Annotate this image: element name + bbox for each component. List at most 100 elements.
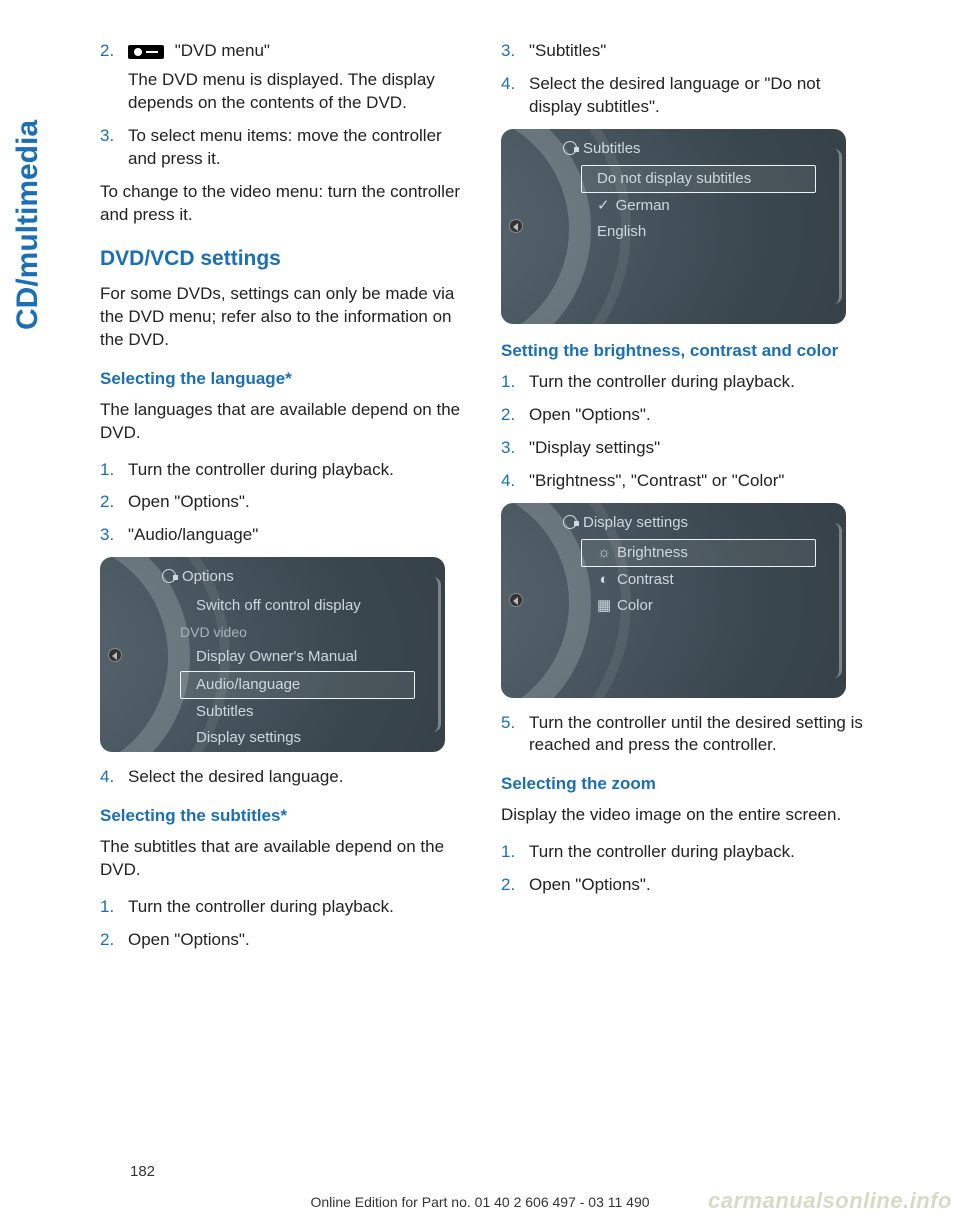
paragraph: The subtitles that are available depend … [100, 836, 465, 882]
disc-icon [162, 569, 176, 583]
list-text: Open "Options". [128, 491, 465, 514]
list-item: 4.Select the desired language or "Do not… [501, 73, 866, 119]
idrive-screenshot-subtitles: Subtitles Do not display subtitles ✓ Germ… [501, 129, 846, 324]
list-text: "Display settings" [529, 437, 866, 460]
heading-language: Selecting the language* [100, 368, 465, 391]
heading-subtitles: Selecting the subtitles* [100, 805, 465, 828]
page-columns: 2. "DVD menu" The DVD menu is displayed.… [100, 40, 870, 962]
idrive-menu-section: DVD video [180, 620, 415, 645]
list-item: 1.Turn the controller during playback. [100, 459, 465, 482]
paragraph: For some DVDs, settings can only be made… [100, 283, 465, 352]
idrive-menu-item: Switch off control display [180, 593, 415, 619]
list-item: 3."Audio/language" [100, 524, 465, 547]
heading-dvd-vcd: DVD/VCD settings [100, 245, 465, 273]
idrive-menu-item: English [581, 219, 816, 245]
list-text: "Audio/language" [128, 524, 465, 547]
list-item: 1.Turn the controller during playback. [100, 896, 465, 919]
dvd-icon [128, 45, 164, 59]
idrive-menu: Switch off control display DVD video Dis… [180, 593, 415, 752]
list-text: Turn the controller during playback. [128, 896, 465, 919]
list-item: 2.Open "Options". [501, 404, 866, 427]
list-text: To select menu items: move the controlle… [128, 125, 465, 171]
list-item: 3."Subtitles" [501, 40, 866, 63]
list-text: Turn the controller until the desired se… [529, 712, 866, 758]
paragraph: Display the video image on the entire sc… [501, 804, 866, 827]
list-text: "Subtitles" [529, 40, 866, 63]
list-number: 5. [501, 712, 529, 758]
idrive-title: Display settings [563, 513, 688, 533]
brightness-icon: ☼ [597, 543, 611, 563]
color-icon: ▦ [597, 596, 611, 616]
paragraph: The languages that are available depend … [100, 399, 465, 445]
list-label: "DVD menu" [175, 41, 270, 60]
ordered-list: 3."Subtitles" 4.Select the desired langu… [501, 40, 866, 119]
idrive-screenshot-display: Display settings ☼ Brightness ◐Contrast ▦… [501, 503, 846, 698]
list-text: Open "Options". [128, 929, 465, 952]
idrive-menu-item: Display settings [180, 725, 415, 751]
idrive-menu-item: Subtitles [180, 699, 415, 725]
list-item: 2. "DVD menu" The DVD menu is displayed.… [100, 40, 465, 115]
list-item: 3."Display settings" [501, 437, 866, 460]
check-icon: ✓ [597, 197, 610, 214]
list-item: 3. To select menu items: move the contro… [100, 125, 465, 171]
idrive-menu-item: ▦ Color [581, 593, 816, 619]
list-item: 4."Brightness", "Contrast" or "Color" [501, 470, 866, 493]
idrive-menu-item: Additional options [180, 751, 415, 752]
watermark: carmanualsonline.info [708, 1186, 952, 1216]
idrive-menu-item: Display Owner's Manual [180, 644, 415, 670]
list-number: 4. [501, 470, 529, 493]
ordered-list: 1.Turn the controller during playback. 2… [501, 371, 866, 493]
decor-right [431, 577, 441, 732]
idrive-title: Options [162, 567, 234, 587]
idrive-menu-label: Brightness [617, 544, 688, 561]
heading-brightness: Setting the brightness, contrast and col… [501, 340, 866, 363]
idrive-title-text: Subtitles [583, 140, 641, 157]
decor-right [832, 523, 842, 678]
disc-icon [563, 141, 577, 155]
list-text: Open "Options". [529, 874, 866, 897]
list-number: 1. [501, 371, 529, 394]
idrive-menu-item: ◐Contrast [581, 567, 816, 593]
list-item: 2.Open "Options". [501, 874, 866, 897]
list-item: 4.Select the desired language. [100, 766, 465, 789]
list-text: Turn the controller during playback. [529, 371, 866, 394]
idrive-title: Subtitles [563, 139, 641, 159]
list-number: 3. [100, 125, 128, 171]
idrive-menu-item-selected: Do not display subtitles [581, 165, 816, 193]
list-item: 1.Turn the controller during playback. [501, 371, 866, 394]
list-text: Open "Options". [529, 404, 866, 427]
list-text: Turn the controller during playback. [128, 459, 465, 482]
page-number: 182 [130, 1162, 155, 1182]
idrive-menu-item: ✓ German [581, 193, 816, 219]
ordered-list: 1.Turn the controller during playback. 2… [100, 459, 465, 548]
section-side-label: CD/multimedia [8, 30, 56, 330]
contrast-icon: ◐ [597, 570, 611, 590]
list-number: 2. [100, 491, 128, 514]
idrive-menu-item-selected: Audio/language [180, 671, 415, 699]
list-number: 2. [501, 874, 529, 897]
list-text: "Brightness", "Contrast" or "Color" [529, 470, 866, 493]
ordered-list: 1.Turn the controller during playback. 2… [501, 841, 866, 897]
list-number: 2. [100, 929, 128, 952]
ordered-list: 4.Select the desired language. [100, 766, 465, 789]
idrive-screenshot-options: Options Switch off control display DVD v… [100, 557, 445, 752]
idrive-menu: ☼ Brightness ◐Contrast ▦ Color [581, 539, 816, 620]
disc-icon [563, 515, 577, 529]
idrive-menu-label: Color [617, 597, 653, 614]
list-text: Turn the controller during playback. [529, 841, 866, 864]
back-knob-icon [108, 648, 122, 662]
left-column: 2. "DVD menu" The DVD menu is displayed.… [100, 40, 465, 962]
ordered-list: 5.Turn the controller until the desired … [501, 712, 866, 758]
list-text: Select the desired language or "Do not d… [529, 73, 866, 119]
decor-right [832, 149, 842, 304]
idrive-menu: Do not display subtitles ✓ German English [581, 165, 816, 246]
list-text: "DVD menu" The DVD menu is displayed. Th… [128, 40, 465, 115]
list-number: 4. [100, 766, 128, 789]
list-number: 2. [100, 40, 128, 115]
list-item: 2.Open "Options". [100, 491, 465, 514]
list-number: 1. [501, 841, 529, 864]
idrive-title-text: Display settings [583, 514, 688, 531]
list-number: 2. [501, 404, 529, 427]
ordered-list: 2. "DVD menu" The DVD menu is displayed.… [100, 40, 465, 171]
idrive-menu-label: German [616, 197, 670, 214]
